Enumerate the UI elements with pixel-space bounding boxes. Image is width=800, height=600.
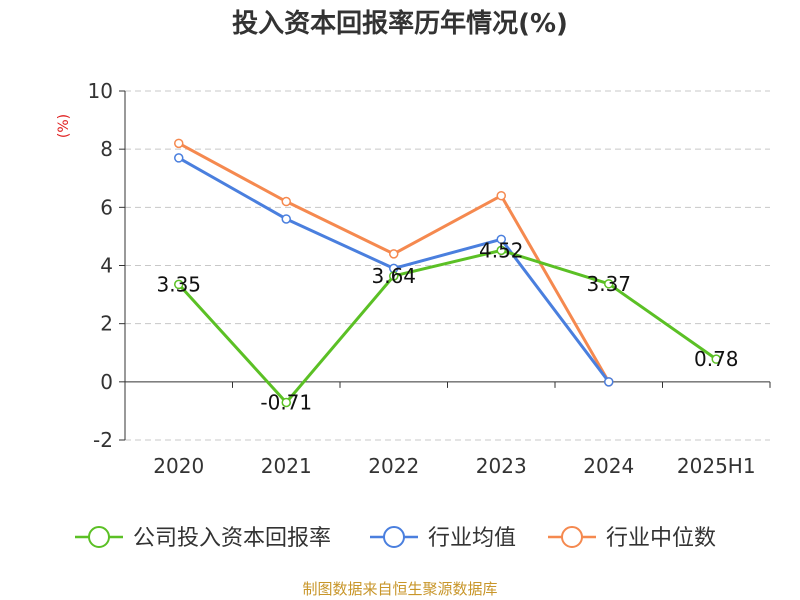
data-point [174, 279, 184, 290]
x-tick-label: 2023 [476, 454, 527, 478]
legend-item: 公司投入资本回报率 [75, 526, 331, 551]
source-note: 制图数据来自恒生聚源数据库 [302, 580, 497, 598]
y-tick-label: 6 [100, 195, 113, 219]
data-point [281, 397, 291, 408]
legend-item: 行业均值 [370, 526, 516, 551]
data-point [389, 249, 399, 259]
series-line [177, 248, 718, 404]
data-point [174, 153, 184, 163]
x-tick-label: 2021 [261, 454, 312, 478]
data-point [281, 196, 291, 207]
chart-title: 投入资本回报率历年情况(%) [232, 8, 568, 39]
data-point [389, 271, 399, 281]
data-label: 3.37 [586, 272, 631, 296]
data-point [711, 354, 721, 364]
data-point [496, 245, 506, 256]
legend-label: 行业均值 [428, 526, 516, 551]
data-label: 0.78 [694, 347, 739, 371]
data-label: 4.52 [479, 238, 524, 262]
series-lines [174, 138, 721, 408]
x-tick-label: 2020 [153, 454, 204, 478]
legend: 公司投入资本回报率 行业均值 行业中位数 [75, 526, 716, 551]
legend-label: 公司投入资本回报率 [133, 526, 331, 551]
y-tick-label: 2 [100, 312, 113, 336]
x-tick-label: 2025H1 [677, 454, 756, 478]
legend-swatch-marker [88, 526, 110, 548]
data-label: 3.35 [156, 272, 201, 296]
legend-item: 行业中位数 [548, 526, 716, 551]
legend-swatch-marker [383, 526, 405, 548]
x-tick-label: 2024 [583, 454, 634, 478]
y-tick-label: -2 [93, 428, 113, 452]
y-tick-label: 10 [88, 79, 113, 103]
data-point [281, 214, 291, 224]
y-tick-label: 8 [100, 137, 113, 161]
data-point [496, 234, 506, 245]
grid-lines [125, 90, 770, 441]
data-label: 3.64 [371, 264, 416, 288]
data-point [604, 279, 614, 289]
axes: -2 0 2 4 6 8 10 2020 2021 2022 2023 2024 2025H1 [88, 79, 771, 478]
legend-label: 行业中位数 [606, 526, 716, 551]
y-tick-label: 4 [100, 254, 113, 278]
data-point [174, 138, 184, 149]
data-point [604, 377, 614, 387]
data-label: -0.71 [260, 390, 312, 414]
y-axis-unit-label: (%) [56, 114, 72, 138]
data-point [496, 190, 506, 201]
legend-swatch-marker [561, 526, 583, 548]
y-tick-label: 0 [100, 370, 113, 394]
x-tick-label: 2022 [368, 454, 419, 478]
data-labels: 3.35 -0.71 3.64 4.52 3.37 0.78 [156, 238, 738, 414]
